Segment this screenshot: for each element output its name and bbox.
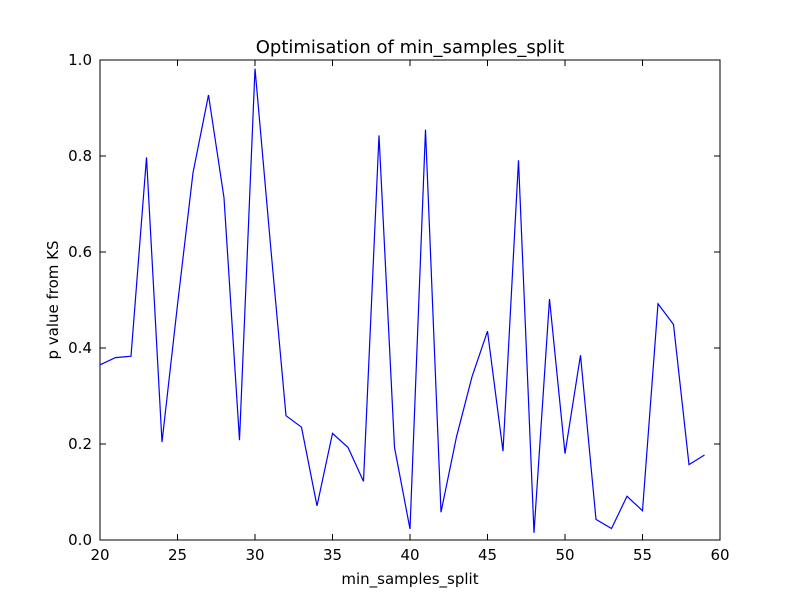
x-tick-labels: 20 25 30 35 40 45 50 55 60 [90, 546, 729, 564]
x-tick-label-8: 60 [710, 546, 729, 564]
y-tick-label-5: 1.0 [68, 51, 92, 69]
chart-title: Optimisation of min_samples_split [256, 37, 565, 58]
y-tick-label-0: 0.0 [68, 531, 92, 549]
y-axis-label: p value from KS [44, 240, 62, 359]
series-line [99, 68, 705, 533]
y-tick-labels: 0.0 0.2 0.4 0.6 0.8 1.0 [68, 51, 92, 549]
y-tick-label-4: 0.8 [68, 147, 92, 165]
x-tick-label-7: 55 [633, 546, 652, 564]
axis-ticks [99, 59, 721, 541]
x-axis-label: min_samples_split [341, 570, 478, 589]
x-tick-label-6: 50 [555, 546, 574, 564]
x-tick-label-0: 20 [90, 546, 109, 564]
plot-frame [99, 59, 721, 541]
y-tick-label-1: 0.2 [68, 435, 92, 453]
x-tick-label-2: 30 [245, 546, 264, 564]
x-tick-label-3: 35 [323, 546, 342, 564]
x-tick-label-1: 25 [168, 546, 187, 564]
y-tick-label-2: 0.4 [68, 339, 92, 357]
x-tick-label-4: 40 [400, 546, 419, 564]
y-tick-label-3: 0.6 [68, 243, 92, 261]
x-tick-label-5: 45 [478, 546, 497, 564]
